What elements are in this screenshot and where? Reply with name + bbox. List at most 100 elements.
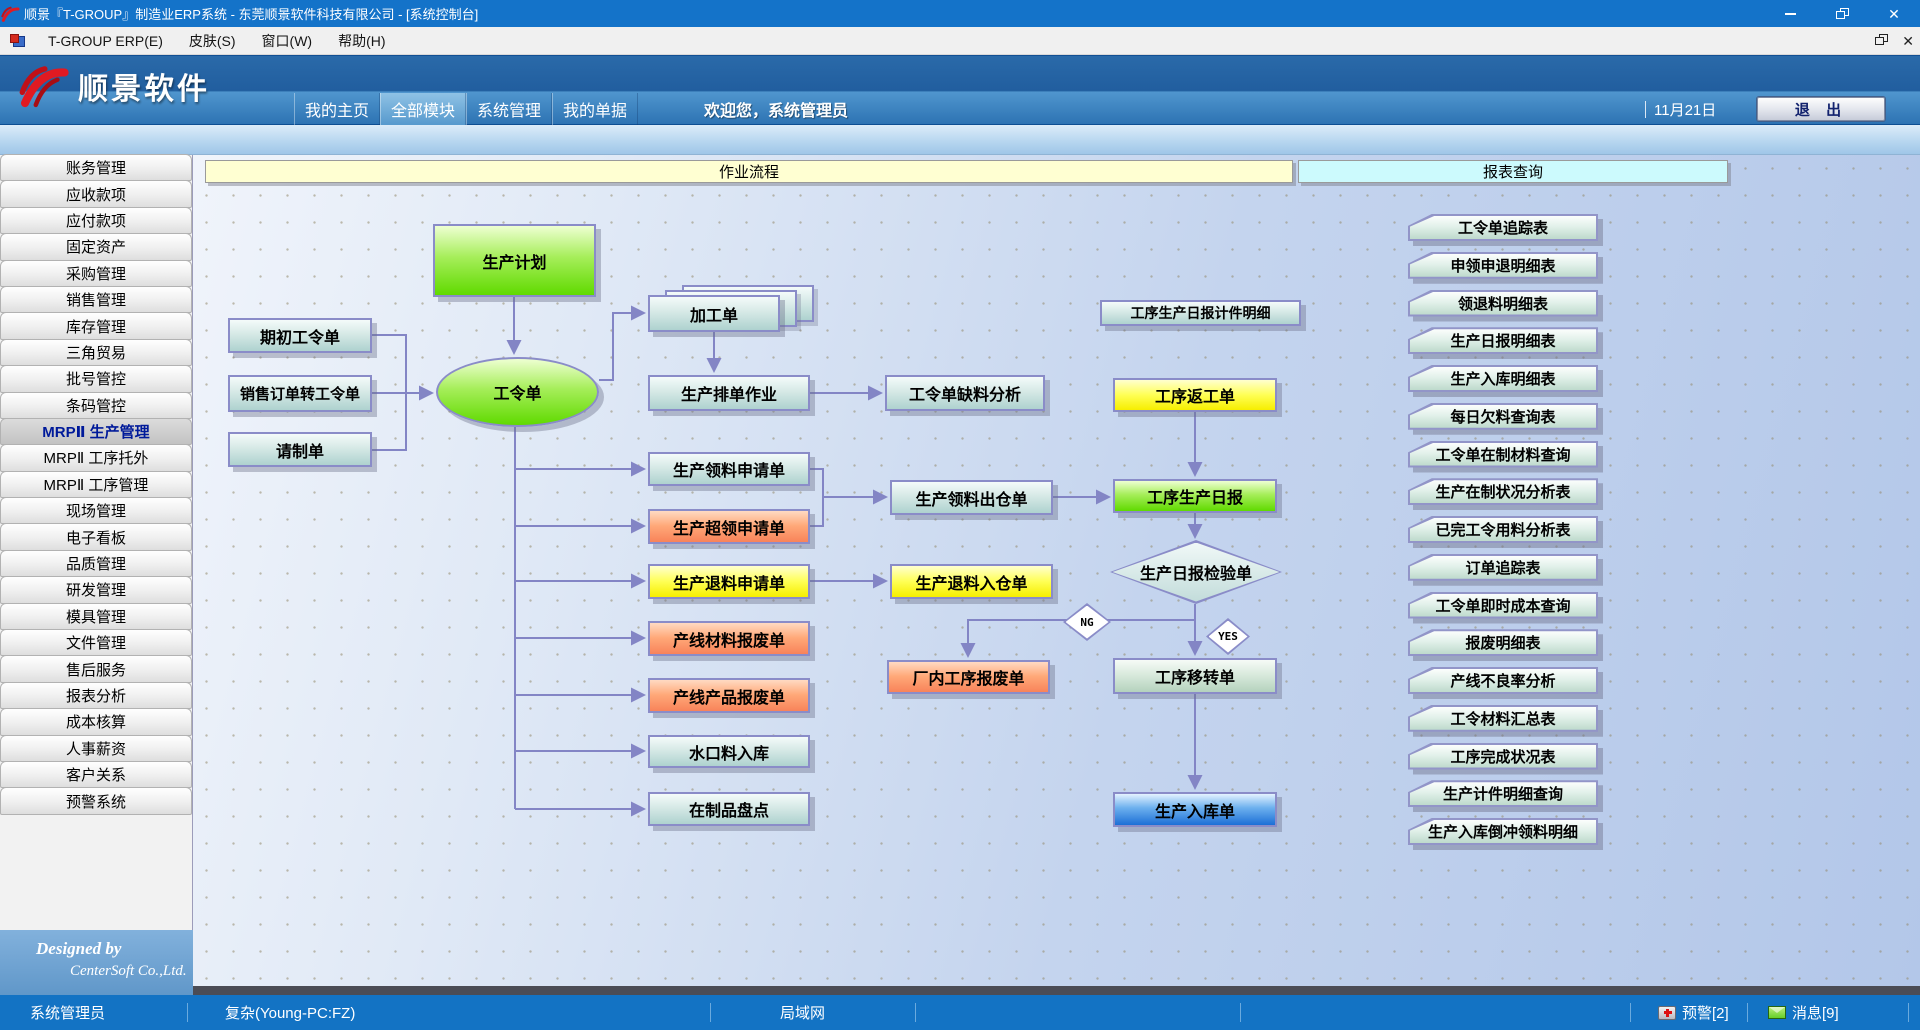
sidebar-item[interactable]: 电子看板 <box>0 523 192 551</box>
flow-node[interactable]: 工令单缺料分析 <box>885 375 1045 411</box>
close-icon: ✕ <box>1888 5 1900 22</box>
close-button[interactable]: ✕ <box>1868 0 1920 27</box>
brand-logo: 顺景软件 <box>16 62 210 110</box>
menu-item[interactable]: 帮助(H) <box>338 32 386 49</box>
sidebar-item[interactable]: 文件管理 <box>0 629 192 657</box>
flow-node[interactable]: 产线产品报废单 <box>648 678 810 713</box>
sidebar-item[interactable]: 销售管理 <box>0 285 192 314</box>
report-button[interactable]: 报废明细表 <box>1408 629 1603 662</box>
report-button[interactable]: 生产在制状况分析表 <box>1408 478 1603 511</box>
app-logo-icon <box>1 6 20 22</box>
report-button[interactable]: 工令材料汇总表 <box>1408 704 1603 737</box>
mdi-restore-button[interactable] <box>1875 32 1889 50</box>
flow-node[interactable]: 工序返工单 <box>1113 378 1277 412</box>
flow-node[interactable]: 工序生产日报计件明细 <box>1100 300 1301 326</box>
sidebar-item[interactable]: 库存管理 <box>0 312 192 340</box>
first-aid-alert-icon <box>1658 1005 1676 1020</box>
main-nav-tabs: 我的主页 全部模块 系统管理 我的单据 <box>294 93 638 125</box>
window-title: 顺景『T-GROUP』制造业ERP系统 - 东莞顺景软件科技有限公司 - [系统… <box>24 7 479 22</box>
flow-node[interactable]: 生产领料出仓单 <box>890 480 1053 515</box>
menu-item[interactable]: 皮肤(S) <box>188 32 236 49</box>
report-button[interactable]: 申领申退明细表 <box>1408 251 1603 284</box>
report-button[interactable]: 生产日报明细表 <box>1408 327 1603 360</box>
sidebar-item[interactable]: 采购管理 <box>0 259 192 287</box>
flow-node[interactable]: 生产领料申请单 <box>648 452 810 486</box>
sidebar-item[interactable]: 预警系统 <box>0 787 192 815</box>
tab-我的单据[interactable]: 我的单据 <box>552 93 638 125</box>
status-separator <box>1747 1003 1748 1022</box>
status-host: 复杂(Young-PC:FZ) <box>225 1005 356 1022</box>
mdi-close-button[interactable]: ✕ <box>1902 32 1914 49</box>
status-separator <box>915 1003 916 1022</box>
sidebar-item[interactable]: 品质管理 <box>0 549 192 578</box>
section-header-workflow: 作业流程 <box>205 160 1293 183</box>
flow-node[interactable]: 生产计划 <box>433 224 596 297</box>
sidebar-item[interactable]: 人事薪资 <box>0 734 192 762</box>
report-button[interactable]: 工令单在制材料查询 <box>1408 440 1603 473</box>
status-network: 局域网 <box>780 1005 826 1022</box>
menu-bar: T-GROUP ERP(E) 皮肤(S) 窗口(W) 帮助(H) <box>0 27 1920 55</box>
sidebar-item[interactable]: 报表分析 <box>0 681 192 710</box>
menu-item[interactable]: 窗口(W) <box>261 32 313 49</box>
sidebar-footer: Designed by CenterSoft Co.,Ltd. <box>0 930 193 995</box>
status-message[interactable]: 消息[9] <box>1768 995 1839 1030</box>
sidebar-item[interactable]: 现场管理 <box>0 497 192 525</box>
sidebar-item[interactable]: 账务管理 <box>0 154 192 182</box>
report-button[interactable]: 产线不良率分析 <box>1408 667 1603 699</box>
flow-node[interactable]: 工令单 <box>436 357 599 427</box>
status-separator <box>1240 1003 1241 1022</box>
exit-button[interactable]: 退 出 <box>1757 97 1885 121</box>
flow-node[interactable]: 生产排单作业 <box>648 375 810 411</box>
flow-node[interactable]: 生产超领申请单 <box>648 509 810 544</box>
report-button[interactable]: 订单追踪表 <box>1408 553 1603 586</box>
flow-node[interactable]: 生产入库单 <box>1113 792 1277 827</box>
sidebar-item[interactable]: 售后服务 <box>0 655 192 683</box>
flow-node[interactable]: 加工单 <box>648 295 780 332</box>
flow-node[interactable]: 厂内工序报废单 <box>887 660 1050 694</box>
sidebar-item[interactable]: 条码管控 <box>0 391 192 419</box>
report-button[interactable]: 每日欠料查询表 <box>1408 402 1603 435</box>
report-button[interactable]: 生产入库明细表 <box>1408 365 1603 397</box>
flow-node[interactable]: 期初工令单 <box>228 318 372 353</box>
sidebar-item[interactable]: 客户关系 <box>0 760 192 789</box>
sidebar-item[interactable]: 研发管理 <box>0 576 192 604</box>
flow-node[interactable]: 工序生产日报 <box>1113 479 1277 513</box>
restore-button[interactable] <box>1816 0 1868 27</box>
report-button[interactable]: 工令单追踪表 <box>1408 214 1603 246</box>
report-button[interactable]: 工序完成状况表 <box>1408 742 1603 775</box>
sidebar-item[interactable]: 批号管控 <box>0 365 192 393</box>
flow-node[interactable]: 生产退料申请单 <box>648 564 810 599</box>
sidebar-item[interactable]: 成本核算 <box>0 708 192 736</box>
status-separator <box>187 1003 188 1022</box>
sidebar-item[interactable]: 三角贸易 <box>0 338 192 367</box>
brand-name: 顺景软件 <box>78 73 210 106</box>
flow-node[interactable]: 生产退料入仓单 <box>890 564 1053 599</box>
minimize-button[interactable] <box>1764 0 1816 27</box>
sidebar-item[interactable]: 固定资产 <box>0 233 192 261</box>
status-alert[interactable]: 预警[2] <box>1658 995 1729 1030</box>
separator <box>1645 100 1646 118</box>
flow-node[interactable]: 水口料入库 <box>648 735 810 768</box>
flow-node[interactable]: 在制品盘点 <box>648 792 810 826</box>
report-button[interactable]: 生产入库倒冲领料明细 <box>1408 818 1603 850</box>
flow-node[interactable]: 产线材料报废单 <box>648 621 810 656</box>
flow-node[interactable]: 请制单 <box>228 432 372 467</box>
sidebar-item[interactable]: MRPⅡ 生产管理 <box>0 417 192 446</box>
tab-系统管理[interactable]: 系统管理 <box>466 93 552 125</box>
report-button[interactable]: 工令单即时成本查询 <box>1408 591 1603 624</box>
tab-全部模块[interactable]: 全部模块 <box>380 93 466 125</box>
menu-item[interactable]: T-GROUP ERP(E) <box>48 32 163 49</box>
tab-我的主页[interactable]: 我的主页 <box>294 93 380 125</box>
report-button[interactable]: 领退料明细表 <box>1408 289 1603 322</box>
sidebar-item[interactable]: MRPⅡ 工序托外 <box>0 444 192 472</box>
sidebar-item[interactable]: 模具管理 <box>0 602 192 631</box>
flow-node[interactable]: 工序移转单 <box>1113 658 1277 694</box>
status-separator <box>1630 1003 1631 1022</box>
report-button[interactable]: 生产计件明细查询 <box>1408 780 1603 813</box>
sidebar-item[interactable]: 应收款项 <box>0 180 192 208</box>
report-button[interactable]: 已完工令用料分析表 <box>1408 516 1603 548</box>
sidebar-item[interactable]: 应付款项 <box>0 206 192 235</box>
mdi-window-buttons: ✕ <box>1861 27 1914 55</box>
flow-node[interactable]: 销售订单转工令单 <box>228 375 372 412</box>
sidebar-item[interactable]: MRPⅡ 工序管理 <box>0 470 192 499</box>
